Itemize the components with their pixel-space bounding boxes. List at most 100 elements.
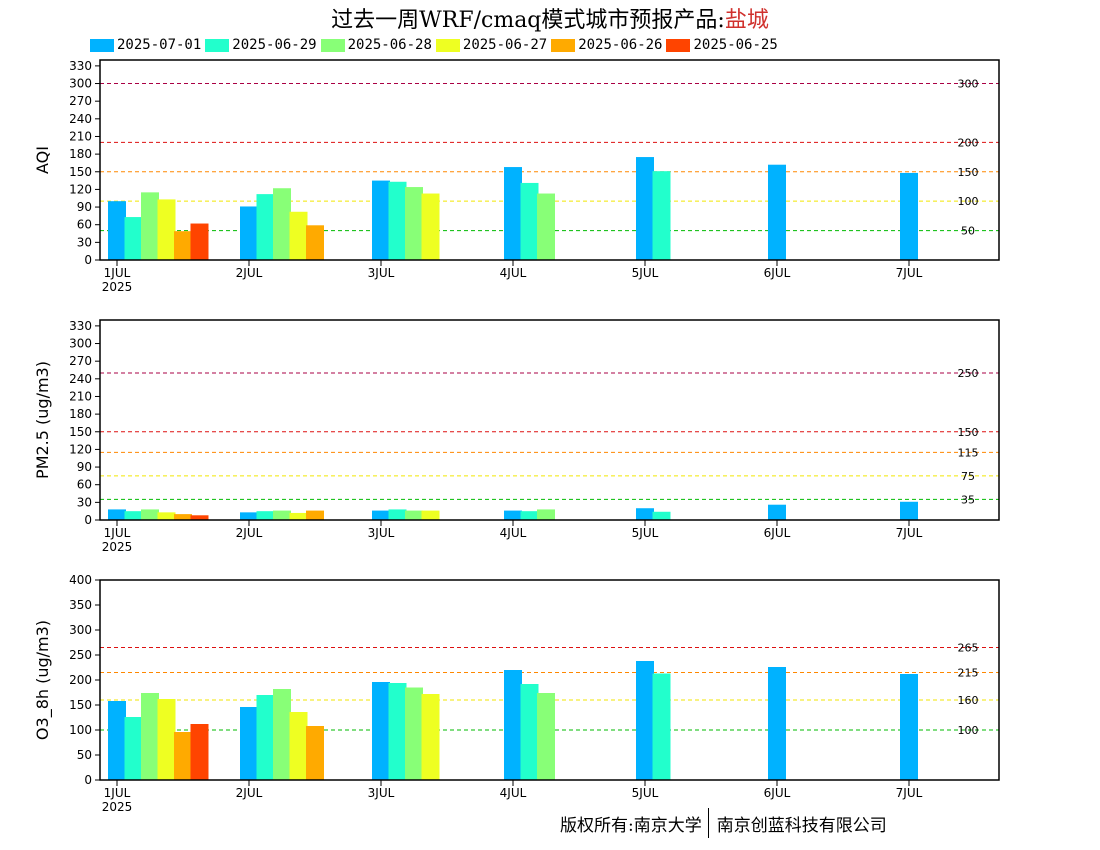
x-year-label: 2025: [102, 800, 133, 814]
bar: [273, 510, 291, 520]
bar: [768, 504, 786, 520]
bar: [289, 712, 308, 780]
bar: [537, 509, 555, 520]
bar: [388, 509, 407, 520]
y-tick-label: 250: [69, 648, 92, 662]
bar: [421, 694, 440, 780]
bar: [372, 510, 390, 520]
copyright-footer: 版权所有:南京大学 南京创蓝科技有限公司: [560, 808, 887, 838]
bar: [141, 192, 159, 260]
threshold-label: 200: [958, 136, 979, 149]
y-tick-label: 400: [69, 573, 92, 587]
bar: [636, 157, 654, 260]
bar: [174, 514, 192, 520]
y-axis-label: AQI: [33, 146, 52, 174]
title-prefix: 过去一周WRF/cmaq模式城市预报产品:: [331, 8, 725, 33]
bar: [504, 167, 522, 260]
bar: [108, 701, 126, 780]
bar: [372, 180, 390, 260]
y-tick-label: 210: [69, 129, 92, 143]
bar: [240, 206, 258, 260]
y-tick-label: 0: [84, 253, 92, 267]
bar: [405, 510, 423, 520]
bar: [388, 683, 407, 780]
threshold-label: 215: [958, 667, 979, 680]
bar: [405, 187, 423, 260]
y-tick-label: 150: [69, 698, 92, 712]
bar: [289, 512, 308, 520]
y-tick-label: 30: [77, 495, 92, 509]
bar: [306, 510, 324, 520]
bar: [900, 501, 918, 520]
y-tick-label: 150: [69, 425, 92, 439]
bar: [372, 682, 390, 780]
bar: [306, 726, 324, 780]
x-tick-label: 5JUL: [632, 526, 659, 540]
bar: [256, 695, 275, 780]
bar: [306, 225, 324, 260]
legend-label: 2025-06-27: [462, 37, 548, 53]
y-tick-label: 150: [69, 165, 92, 179]
legend-item: 2025-06-25: [666, 36, 778, 54]
x-tick-label: 7JUL: [896, 526, 923, 540]
legend-item: 2025-06-28: [320, 36, 432, 54]
y-tick-label: 300: [69, 337, 92, 351]
bar: [157, 512, 176, 520]
bar: [174, 231, 192, 260]
bar: [636, 508, 654, 520]
bar: [652, 171, 671, 260]
legend-item: 2025-06-26: [551, 36, 662, 54]
x-tick-label: 1JUL: [104, 266, 131, 280]
threshold-label: 160: [958, 694, 979, 707]
legend-item: 2025-07-01: [90, 36, 201, 54]
plot-frame: [99, 319, 1000, 521]
legend-item: 2025-06-29: [205, 36, 317, 54]
y-tick-label: 300: [69, 623, 92, 637]
x-tick-label: 7JUL: [896, 266, 923, 280]
copyright-right: 南京创蓝科技有限公司: [716, 815, 887, 836]
chart-panel: 265 215 160 100 0 50 100 150 200 250 300 350 400 1JUL…: [33, 573, 1000, 814]
bar: [421, 510, 440, 520]
plot-frame: [99, 59, 1000, 261]
bar: [108, 509, 126, 520]
x-tick-label: 2JUL: [236, 266, 263, 280]
bar: [256, 194, 275, 260]
legend: 2025-07-01 2025-06-29 2025-06-28 2025-06-27…: [90, 36, 782, 54]
threshold-label: 35: [961, 493, 975, 506]
y-tick-label: 350: [69, 598, 92, 612]
bar: [537, 693, 555, 780]
x-tick-label: 4JUL: [500, 526, 527, 540]
x-tick-label: 3JUL: [368, 526, 395, 540]
x-year-label: 2025: [102, 280, 133, 294]
y-tick-label: 30: [77, 235, 92, 249]
bar: [504, 510, 522, 520]
y-axis-label: O3_8h (ug/m3): [33, 620, 53, 740]
y-tick-label: 180: [69, 407, 92, 421]
y-tick-label: 180: [69, 147, 92, 161]
x-tick-label: 5JUL: [632, 786, 659, 800]
bar: [174, 732, 192, 780]
bar: [240, 707, 258, 780]
legend-label: 2025-07-01: [117, 37, 202, 53]
y-tick-label: 330: [69, 319, 92, 333]
bar: [157, 199, 176, 260]
bar: [421, 193, 440, 260]
footer-separator: [707, 808, 709, 838]
bar: [768, 667, 786, 780]
x-tick-label: 5JUL: [632, 266, 659, 280]
bar: [190, 724, 209, 780]
x-tick-label: 4JUL: [500, 266, 527, 280]
bar: [520, 511, 539, 520]
legend-swatch: [551, 38, 576, 52]
y-tick-label: 0: [84, 773, 92, 787]
title-city: 盐城: [724, 8, 769, 33]
bar: [141, 509, 159, 520]
bar: [652, 673, 671, 780]
y-tick-label: 270: [69, 94, 92, 108]
legend-label: 2025-06-29: [232, 37, 317, 53]
legend-swatch: [435, 38, 460, 52]
y-tick-label: 120: [69, 182, 92, 196]
threshold-label: 150: [958, 426, 979, 439]
x-tick-label: 2JUL: [236, 526, 263, 540]
